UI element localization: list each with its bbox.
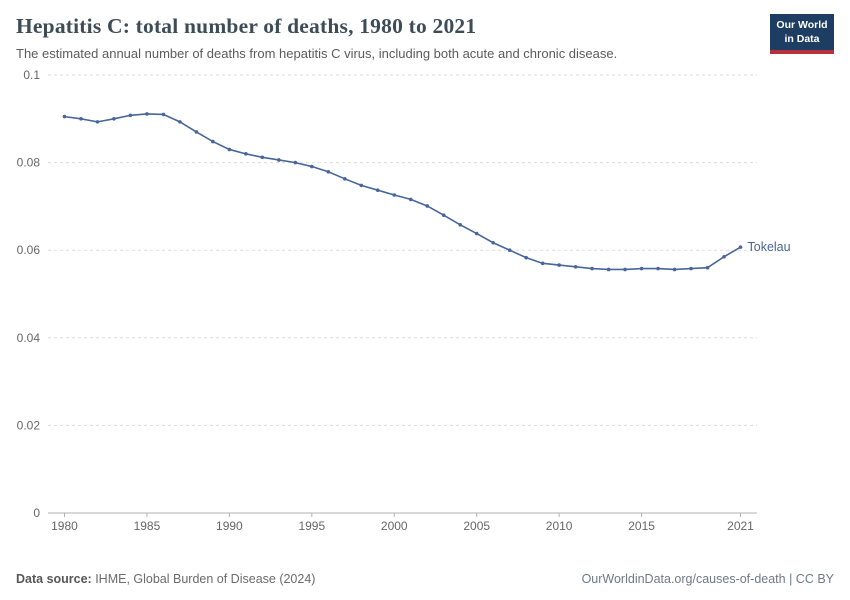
data-point[interactable]: [326, 169, 331, 174]
data-point[interactable]: [474, 231, 479, 236]
data-point[interactable]: [227, 147, 232, 152]
credit-link[interactable]: OurWorldinData.org/causes-of-death | CC …: [581, 572, 834, 586]
data-point[interactable]: [672, 267, 677, 272]
x-axis-tick-label: 2010: [546, 519, 573, 533]
data-point[interactable]: [244, 152, 248, 156]
data-point[interactable]: [705, 265, 710, 270]
data-point[interactable]: [79, 117, 83, 121]
chart-header: Hepatitis C: total number of deaths, 198…: [0, 0, 850, 61]
chart-subtitle: The estimated annual number of deaths fr…: [16, 46, 618, 61]
data-point[interactable]: [194, 130, 199, 134]
owid-logo[interactable]: Our World in Data: [770, 14, 834, 55]
chart-footer: Data source: IHME, Global Burden of Dise…: [0, 564, 850, 600]
owid-logo-line2: in Data: [784, 32, 820, 45]
data-point[interactable]: [573, 265, 578, 269]
x-axis-tick-label: 1995: [298, 519, 325, 533]
data-point[interactable]: [128, 113, 133, 118]
data-point[interactable]: [310, 164, 314, 169]
chart-area: 0 0.02 0.04 0.06 0.08 0.1 1980 1985 1990 1995 2000…: [0, 61, 850, 535]
data-point[interactable]: [62, 114, 67, 119]
y-axis-tick-label: 0.04: [17, 331, 41, 345]
data-point[interactable]: [145, 112, 149, 116]
data-source-label: Data source:: [16, 572, 92, 586]
y-axis-tick-label: 0: [33, 506, 40, 520]
data-point[interactable]: [441, 213, 446, 217]
x-axis-tick-label: 1990: [216, 519, 243, 533]
data-point[interactable]: [95, 120, 100, 124]
x-axis-tick-label: 2021: [727, 519, 754, 533]
data-point[interactable]: [260, 155, 265, 160]
x-axis-tick-label: 1985: [134, 519, 161, 533]
data-point[interactable]: [392, 193, 397, 197]
chart-title: Hepatitis C: total number of deaths, 198…: [16, 14, 477, 38]
data-source-text: IHME, Global Burden of Disease (2024): [91, 572, 316, 586]
x-axis-tick-label: 2015: [628, 519, 655, 533]
owid-logo-text: Our World in Data: [770, 14, 834, 51]
data-point[interactable]: [491, 240, 495, 245]
data-point[interactable]: [507, 248, 512, 252]
data-point[interactable]: [689, 266, 693, 271]
data-point[interactable]: [606, 267, 611, 272]
data-point[interactable]: [623, 267, 627, 272]
x-axis-tick-label: 2000: [381, 519, 408, 533]
data-point[interactable]: [161, 112, 166, 117]
data-point[interactable]: [375, 188, 380, 192]
data-point[interactable]: [524, 255, 528, 260]
data-point[interactable]: [639, 266, 644, 271]
y-axis-tick-label: 0.08: [17, 156, 41, 170]
data-point[interactable]: [540, 261, 545, 266]
x-axis-tick-label: 1980: [51, 519, 78, 533]
data-point[interactable]: [656, 266, 660, 271]
data-point[interactable]: [178, 120, 182, 124]
data-point[interactable]: [722, 254, 726, 259]
data-point[interactable]: [408, 197, 413, 202]
data-point[interactable]: [590, 266, 594, 271]
y-axis-tick-label: 0.02: [17, 418, 41, 432]
data-point[interactable]: [211, 139, 215, 144]
data-source: Data source: IHME, Global Burden of Dise…: [16, 572, 315, 586]
data-point[interactable]: [425, 204, 430, 208]
data-point[interactable]: [557, 263, 561, 267]
series-end-label[interactable]: Tokelau: [748, 240, 791, 254]
data-point[interactable]: [277, 158, 281, 162]
y-axis-tick-label: 0.1: [23, 68, 40, 82]
data-point[interactable]: [359, 183, 364, 188]
data-point[interactable]: [293, 160, 298, 165]
y-axis-tick-label: 0.06: [17, 243, 41, 257]
series-line[interactable]: [64, 113, 741, 271]
data-point[interactable]: [112, 117, 116, 121]
x-axis-tick-label: 2005: [463, 519, 490, 533]
data-point[interactable]: [458, 222, 463, 227]
owid-logo-line1: Our World: [776, 19, 828, 31]
owid-logo-accent-stripe: [770, 50, 834, 55]
data-point[interactable]: [738, 245, 743, 249]
data-point[interactable]: [342, 177, 347, 181]
line-chart[interactable]: 0 0.02 0.04 0.06 0.08 0.1 1980 1985 1990 1995 2000…: [16, 65, 826, 535]
